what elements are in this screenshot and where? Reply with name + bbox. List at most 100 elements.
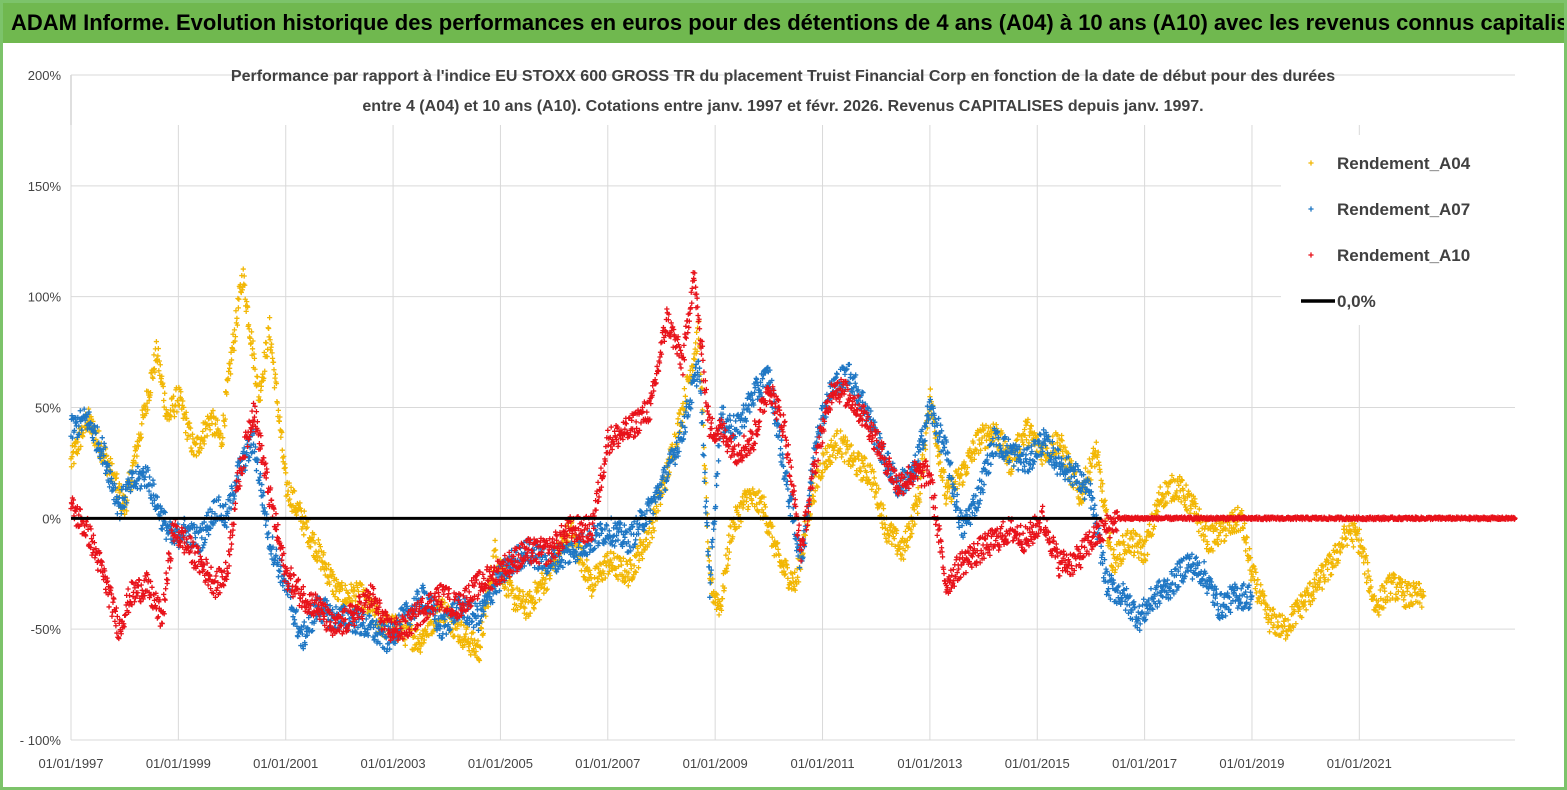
x-tick-label: 01/01/2009 [683,756,748,771]
data-point-Rendement_A07 [783,482,790,488]
data-point-Rendement_A04 [633,569,639,575]
data-point-Rendement_A04 [754,501,760,507]
data-point-Rendement_A04 [273,380,280,387]
data-point-Rendement_A04 [714,592,720,598]
data-point-Rendement_A04 [107,456,114,462]
data-point-Rendement_A04 [776,552,782,558]
data-point-Rendement_A04 [351,587,358,593]
data-point-Rendement_A04 [474,642,481,649]
data-point-Rendement_A04 [1222,538,1228,544]
data-point-Rendement_A07 [1023,452,1029,458]
data-point-Rendement_A04 [745,503,751,510]
data-point-Rendement_A04 [527,588,533,595]
data-point-Rendement_A04 [339,580,345,586]
data-point-Rendement_A04 [716,612,722,618]
data-point-Rendement_A04 [227,361,233,367]
data-point-Rendement_A04 [595,579,601,585]
data-point-Rendement_A04 [650,525,656,531]
data-point-Rendement_A04 [342,582,348,588]
data-point-Rendement_A04 [651,506,657,512]
x-tick-label: 01/01/2021 [1327,756,1392,771]
data-point-Rendement_A04 [682,393,688,399]
data-point-Rendement_A04 [923,430,929,436]
data-point-Rendement_A04 [828,437,834,443]
banner-title: ADAM Informe. Evolution historique des p… [3,3,1564,43]
data-point-Rendement_A04 [208,410,215,416]
data-point-Rendement_A04 [429,631,435,637]
data-point-Rendement_A04 [261,375,267,381]
data-point-Rendement_A04 [526,613,532,619]
data-point-Rendement_A04 [417,649,424,655]
data-point-Rendement_A07 [101,440,107,447]
data-point-Rendement_A04 [636,557,642,564]
data-point-Rendement_A04 [604,550,610,557]
data-point-Rendement_A04 [600,568,606,574]
x-axis-ticks: 01/01/1997 01/01/1999 01/01/2001 01/01/2003… [38,756,1391,771]
data-point-Rendement_A04 [317,543,323,550]
data-point-Rendement_A04 [855,450,861,456]
y-tick-label: 0% [42,511,61,526]
data-point-Rendement_A04 [297,500,303,506]
data-point-Rendement_A07 [633,537,639,543]
data-point-Rendement_A04 [588,576,594,582]
x-tick-label: 01/01/2011 [790,756,854,771]
data-point-Rendement_A04 [418,643,424,649]
data-point-Rendement_A04 [539,570,545,576]
data-point-Rendement_A04 [643,536,649,542]
data-point-Rendement_A04 [260,371,266,377]
grid-lines [70,74,1515,741]
x-tick-label: 01/01/2015 [1005,756,1070,771]
data-point-Rendement_A04 [330,571,336,578]
data-point-Rendement_A04 [134,453,140,459]
data-point-Rendement_A07 [988,461,994,467]
data-point-Rendement_A07 [1038,432,1044,438]
data-point-Rendement_A04 [693,340,699,346]
data-point-Rendement_A04 [155,345,161,352]
data-point-Rendement_A04 [276,418,282,424]
data-point-Rendement_A04 [251,351,257,357]
data-point-Rendement_A04 [222,416,228,422]
data-point-Rendement_A04 [543,587,549,593]
data-point-Rendement_A04 [508,590,514,597]
data-point-Rendement_A07 [942,434,948,440]
data-point-Rendement_A04 [159,373,165,379]
data-point-Rendement_A04 [620,555,627,561]
data-point-Rendement_A04 [635,565,642,571]
data-point-Rendement_A07 [146,474,153,480]
data-point-Rendement_A07 [1030,461,1036,467]
data-point-Rendement_A04 [721,585,728,591]
data-point-Rendement_A04 [216,428,222,434]
data-point-Rendement_A04 [139,421,145,427]
data-point-Rendement_A04 [518,603,525,609]
data-point-Rendement_A04 [927,386,933,392]
data-point-Rendement_A04 [271,367,277,373]
data-point-Rendement_A04 [271,385,278,391]
data-point-Rendement_A04 [628,566,634,572]
data-point-Rendement_A04 [277,414,283,420]
y-tick-label: -50% [31,622,62,637]
data-point-Rendement_A04 [736,503,743,509]
data-point-Rendement_A04 [625,583,631,589]
data-point-Rendement_A04 [676,411,683,417]
data-point-Rendement_A04 [520,593,526,599]
data-point-Rendement_A04 [616,555,623,561]
data-point-Rendement_A04 [311,531,317,538]
x-tick-label: 01/01/1999 [146,756,211,771]
data-point-Rendement_A04 [282,465,288,471]
data-point-Rendement_A04 [736,523,742,530]
data-point-Rendement_A04 [227,371,234,377]
data-point-Rendement_A04 [279,447,285,453]
data-point-Rendement_A04 [618,562,625,568]
data-point-Rendement_A07 [1122,607,1129,613]
data-point-Rendement_A04 [492,537,498,544]
data-point-Rendement_A04 [473,648,479,655]
data-point-Rendement_A04 [190,436,196,442]
data-point-Rendement_A04 [584,557,590,563]
data-point-Rendement_A04 [628,561,634,567]
data-point-Rendement_A04 [480,630,486,637]
data-point-Rendement_A04 [171,414,178,420]
data-point-Rendement_A04 [138,434,144,441]
data-point-Rendement_A07 [210,498,217,505]
data-point-Rendement_A04 [234,315,240,321]
data-point-Rendement_A04 [860,460,866,466]
